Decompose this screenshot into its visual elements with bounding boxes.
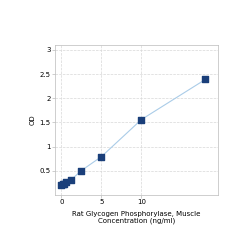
Y-axis label: OD: OD xyxy=(30,115,36,125)
Point xyxy=(80,168,84,172)
Point xyxy=(140,118,143,122)
Point xyxy=(62,182,66,186)
X-axis label: Rat Glycogen Phosphorylase, Muscle
Concentration (ng/ml): Rat Glycogen Phosphorylase, Muscle Conce… xyxy=(72,211,200,224)
Point xyxy=(61,182,65,186)
Point xyxy=(70,178,73,182)
Point xyxy=(64,180,68,184)
Point xyxy=(60,184,64,188)
Point xyxy=(100,155,103,159)
Point xyxy=(204,77,208,81)
